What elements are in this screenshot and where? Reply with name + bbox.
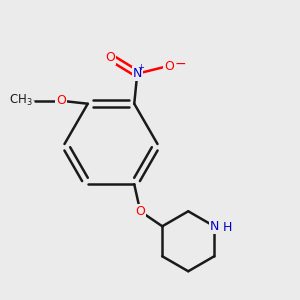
Text: N: N [209,220,219,233]
Text: +: + [137,63,144,72]
Text: O: O [135,205,145,218]
Text: O: O [164,60,174,73]
Text: N: N [133,67,142,80]
Text: CH$_3$: CH$_3$ [9,93,32,108]
Text: −: − [175,57,187,71]
Text: H: H [223,221,232,234]
Text: O: O [105,51,115,64]
Text: methoxy: methoxy [32,100,38,101]
Text: O: O [56,94,66,107]
